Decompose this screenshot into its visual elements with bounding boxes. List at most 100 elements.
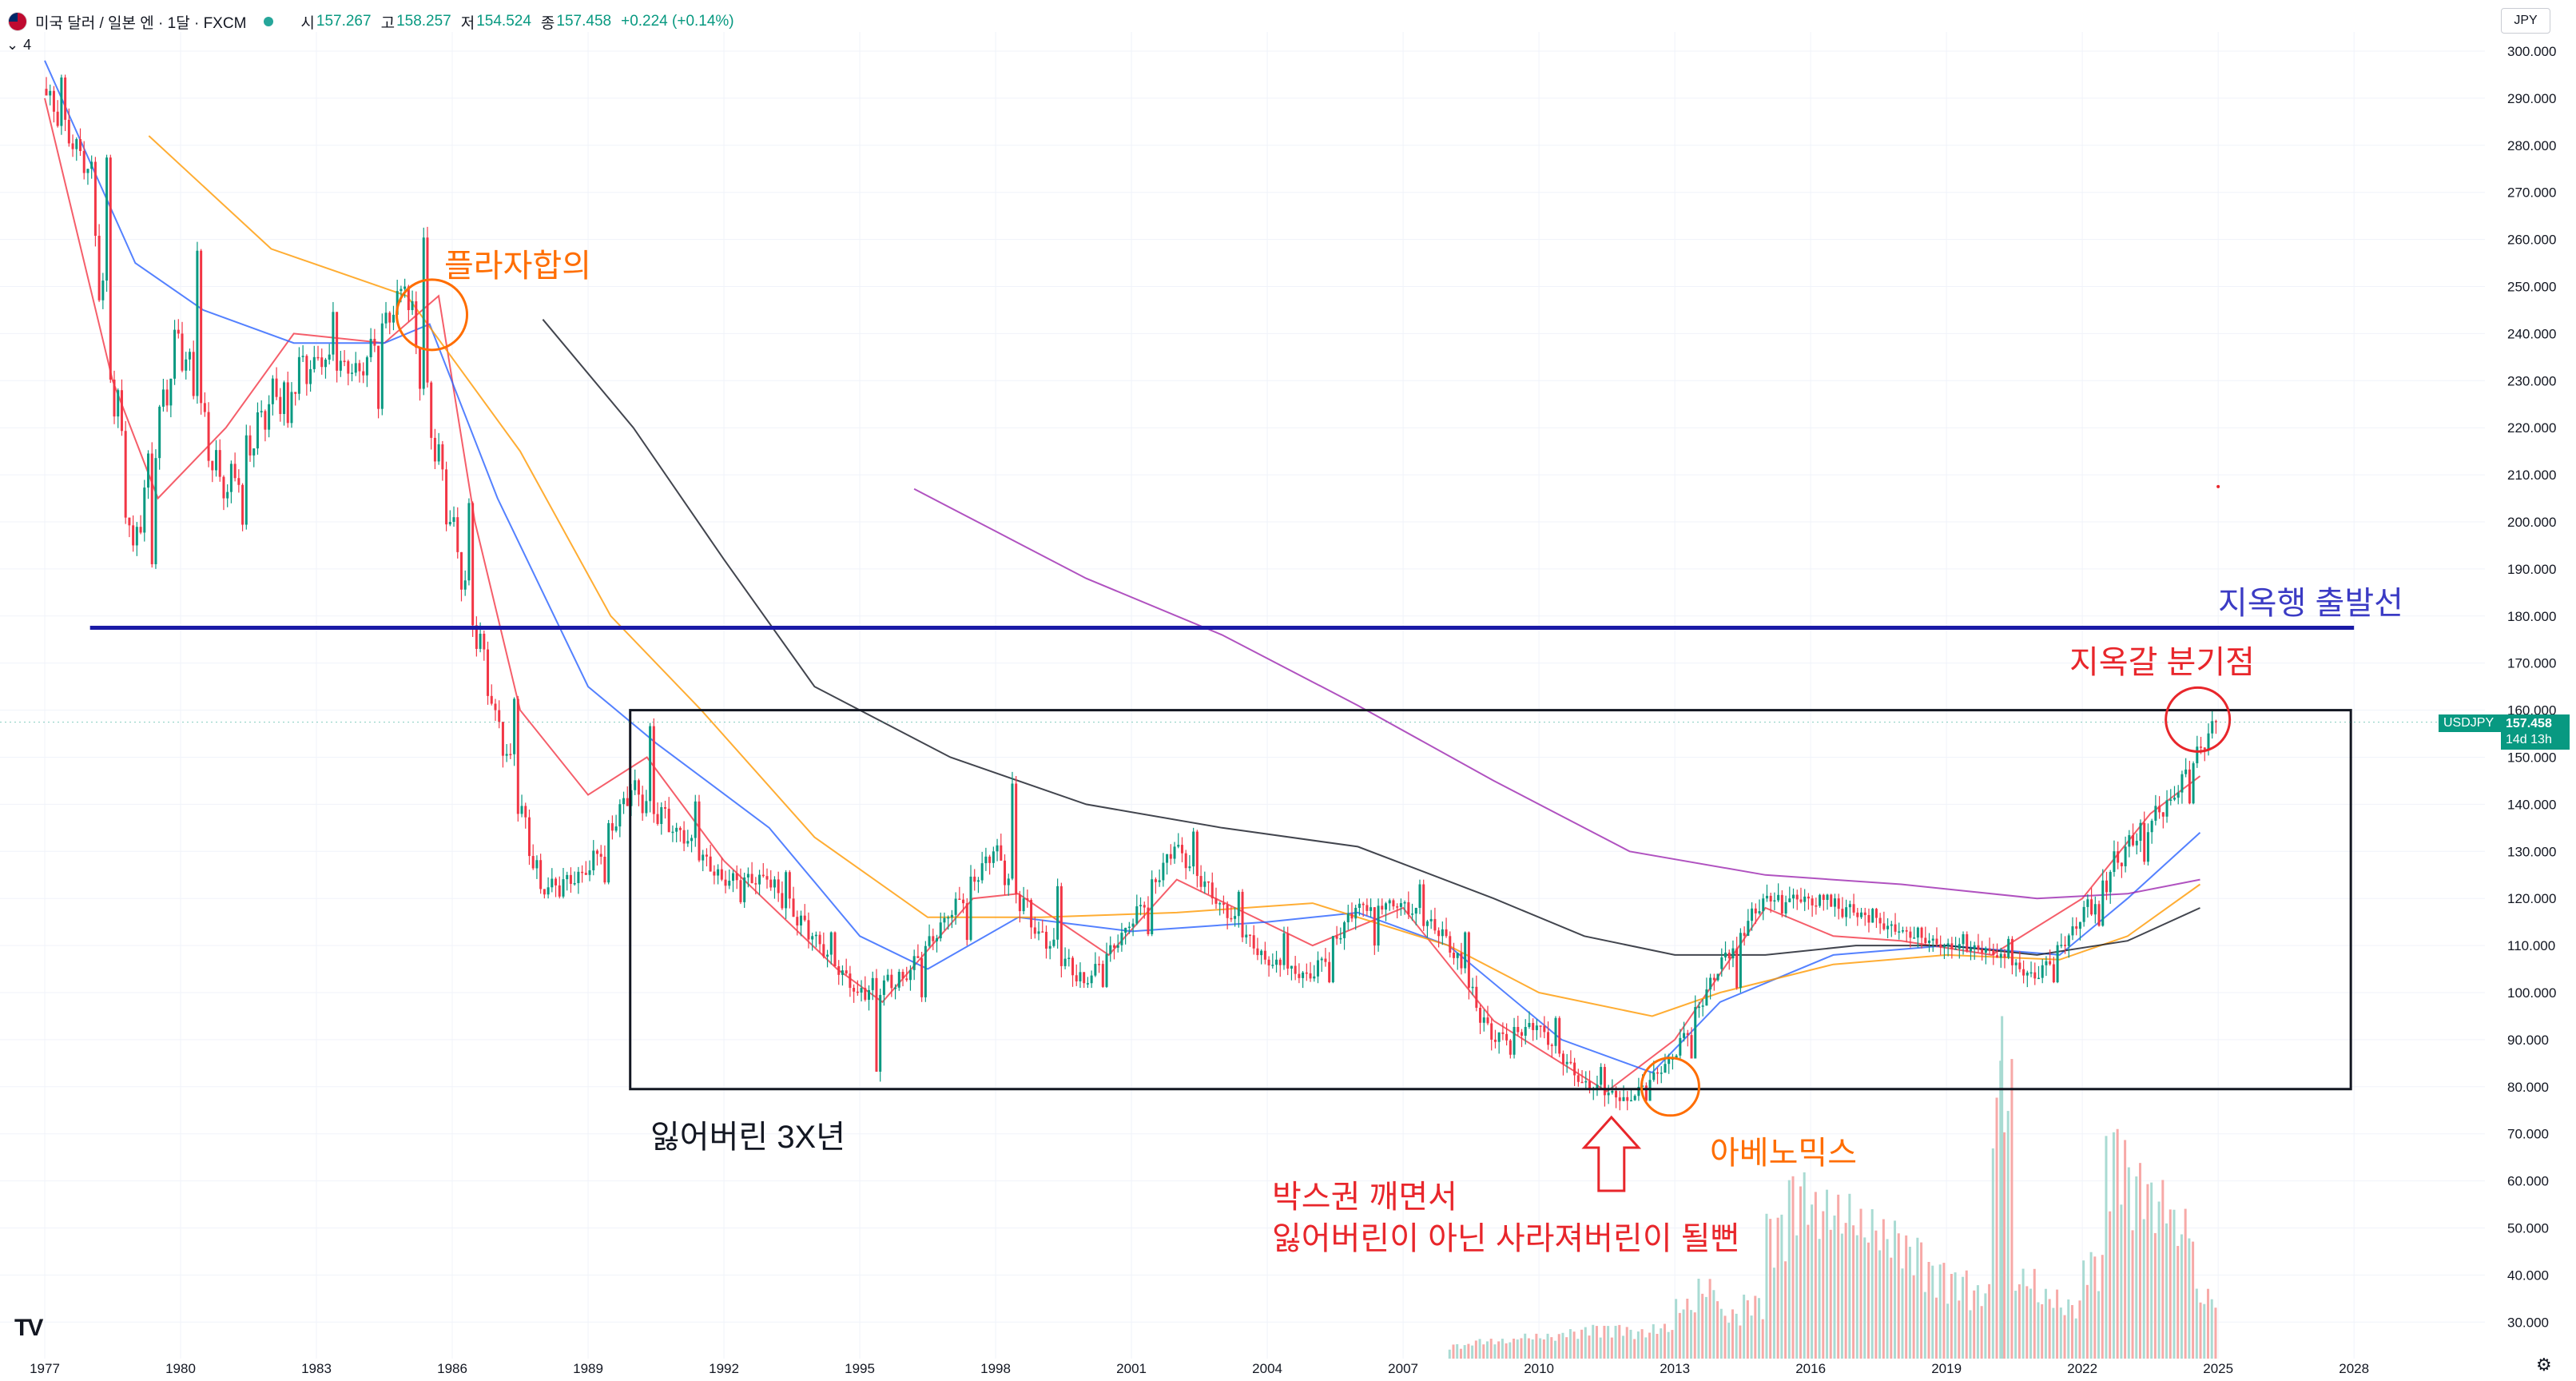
candle-body[interactable] bbox=[1445, 929, 1448, 937]
tradingview-logo[interactable]: TV bbox=[14, 1315, 43, 1341]
candle-body[interactable] bbox=[229, 464, 233, 492]
candle-body[interactable] bbox=[1479, 1008, 1482, 1023]
candle-body[interactable] bbox=[161, 389, 165, 407]
candle-body[interactable] bbox=[1151, 879, 1154, 934]
candle-body[interactable] bbox=[93, 161, 97, 237]
candle-body[interactable] bbox=[992, 851, 995, 863]
candle-body[interactable] bbox=[448, 522, 451, 525]
candle-body[interactable] bbox=[758, 874, 761, 885]
candle-body[interactable] bbox=[950, 914, 953, 917]
candle-body[interactable] bbox=[524, 806, 527, 818]
candle-body[interactable] bbox=[531, 856, 535, 869]
candle-body[interactable] bbox=[1324, 958, 1327, 962]
candle-body[interactable] bbox=[652, 726, 655, 814]
candle-body[interactable] bbox=[660, 807, 663, 825]
candle-body[interactable] bbox=[1328, 961, 1331, 983]
candle-body[interactable] bbox=[1018, 894, 1021, 912]
candle-body[interactable] bbox=[1920, 927, 1923, 938]
candle-body[interactable] bbox=[702, 854, 705, 861]
candle-body[interactable] bbox=[1414, 908, 1417, 914]
candle-body[interactable] bbox=[1886, 925, 1890, 929]
candle-body[interactable] bbox=[1697, 1006, 1700, 1009]
candle-body[interactable] bbox=[1090, 975, 1093, 984]
candle-body[interactable] bbox=[1071, 957, 1075, 976]
candle-body[interactable] bbox=[479, 633, 482, 649]
candle-body[interactable] bbox=[622, 798, 626, 805]
candle-body[interactable] bbox=[1177, 845, 1180, 847]
candle-body[interactable] bbox=[90, 161, 93, 169]
candle-body[interactable] bbox=[2200, 746, 2203, 748]
candle-body[interactable] bbox=[1664, 1064, 1667, 1073]
candle-body[interactable] bbox=[1558, 1017, 1561, 1054]
candle-body[interactable] bbox=[2052, 964, 2055, 983]
candle-body[interactable] bbox=[192, 352, 195, 396]
candle-body[interactable] bbox=[577, 871, 580, 884]
candle-body[interactable] bbox=[2165, 800, 2169, 817]
candle-body[interactable] bbox=[637, 780, 640, 795]
candle-body[interactable] bbox=[1720, 957, 1723, 969]
candle-body[interactable] bbox=[943, 917, 946, 923]
candle-body[interactable] bbox=[1660, 1073, 1663, 1074]
candle-body[interactable] bbox=[1942, 945, 1946, 948]
candle-body[interactable] bbox=[1701, 1005, 1704, 1007]
candle-body[interactable] bbox=[996, 845, 999, 852]
candle-body[interactable] bbox=[252, 448, 256, 456]
candle-body[interactable] bbox=[1486, 1017, 1489, 1024]
candle-body[interactable] bbox=[2007, 938, 2010, 958]
candle-body[interactable] bbox=[1098, 964, 1101, 965]
candle-body[interactable] bbox=[1354, 907, 1358, 919]
candle-body[interactable] bbox=[875, 977, 878, 1072]
candle-body[interactable] bbox=[2211, 721, 2214, 734]
candle-body[interactable] bbox=[1203, 881, 1207, 887]
candle-body[interactable] bbox=[980, 863, 984, 881]
candle-body[interactable] bbox=[248, 435, 252, 456]
candle-body[interactable] bbox=[566, 874, 569, 880]
candle-body[interactable] bbox=[551, 878, 554, 888]
symbol-legend[interactable]: 미국 달러 / 일본 엔 · 1달 · FXCM 시 157.267 고 158.2… bbox=[8, 8, 734, 35]
candle-body[interactable] bbox=[241, 484, 244, 525]
candle-body[interactable] bbox=[1294, 965, 1297, 974]
candle-body[interactable] bbox=[932, 936, 935, 941]
candle-body[interactable] bbox=[1195, 831, 1199, 877]
candle-body[interactable] bbox=[1901, 930, 1904, 932]
candle-body[interactable] bbox=[471, 503, 475, 626]
candle-body[interactable] bbox=[1335, 936, 1338, 939]
annotation-hell-fork[interactable]: 지옥갈 분기점 bbox=[2069, 645, 2255, 680]
candle-body[interactable] bbox=[309, 368, 312, 384]
candle-body[interactable] bbox=[75, 139, 78, 149]
candle-body[interactable] bbox=[539, 860, 543, 889]
currency-selector[interactable]: JPY bbox=[2501, 8, 2550, 34]
candle-body[interactable] bbox=[2113, 851, 2116, 873]
candle-body[interactable] bbox=[2010, 938, 2013, 965]
candle-body[interactable] bbox=[584, 873, 587, 875]
candle-body[interactable] bbox=[1275, 959, 1278, 965]
candle-body[interactable] bbox=[1094, 964, 1097, 976]
candle-body[interactable] bbox=[777, 879, 780, 893]
candle-body[interactable] bbox=[244, 435, 248, 525]
candle-body[interactable] bbox=[2154, 806, 2157, 821]
candle-body[interactable] bbox=[1437, 930, 1441, 937]
candle-body[interactable] bbox=[908, 969, 912, 981]
candle-body[interactable] bbox=[430, 382, 433, 438]
candle-body[interactable] bbox=[1878, 917, 1882, 924]
candle-body[interactable] bbox=[516, 698, 519, 814]
candle-body[interactable] bbox=[894, 987, 897, 989]
candle-body[interactable] bbox=[1977, 945, 1980, 950]
candle-body[interactable] bbox=[882, 980, 885, 995]
candle-body[interactable] bbox=[1290, 965, 1293, 969]
candle-body[interactable] bbox=[720, 869, 723, 880]
candle-body[interactable] bbox=[113, 379, 116, 417]
candle-body[interactable] bbox=[1615, 1091, 1618, 1098]
candle-body[interactable] bbox=[818, 934, 821, 945]
candle-body[interactable] bbox=[1988, 948, 1991, 950]
candle-body[interactable] bbox=[928, 936, 931, 946]
candle-body[interactable] bbox=[1833, 898, 1836, 907]
candle-body[interactable] bbox=[1316, 960, 1319, 977]
candle-body[interactable] bbox=[2124, 846, 2127, 866]
candle-body[interactable] bbox=[901, 972, 904, 979]
candle-body[interactable] bbox=[1999, 953, 2002, 958]
candle-body[interactable] bbox=[283, 382, 286, 415]
candle-body[interactable] bbox=[2049, 961, 2052, 965]
candle-body[interactable] bbox=[1180, 845, 1183, 854]
candle-body[interactable] bbox=[610, 823, 614, 831]
